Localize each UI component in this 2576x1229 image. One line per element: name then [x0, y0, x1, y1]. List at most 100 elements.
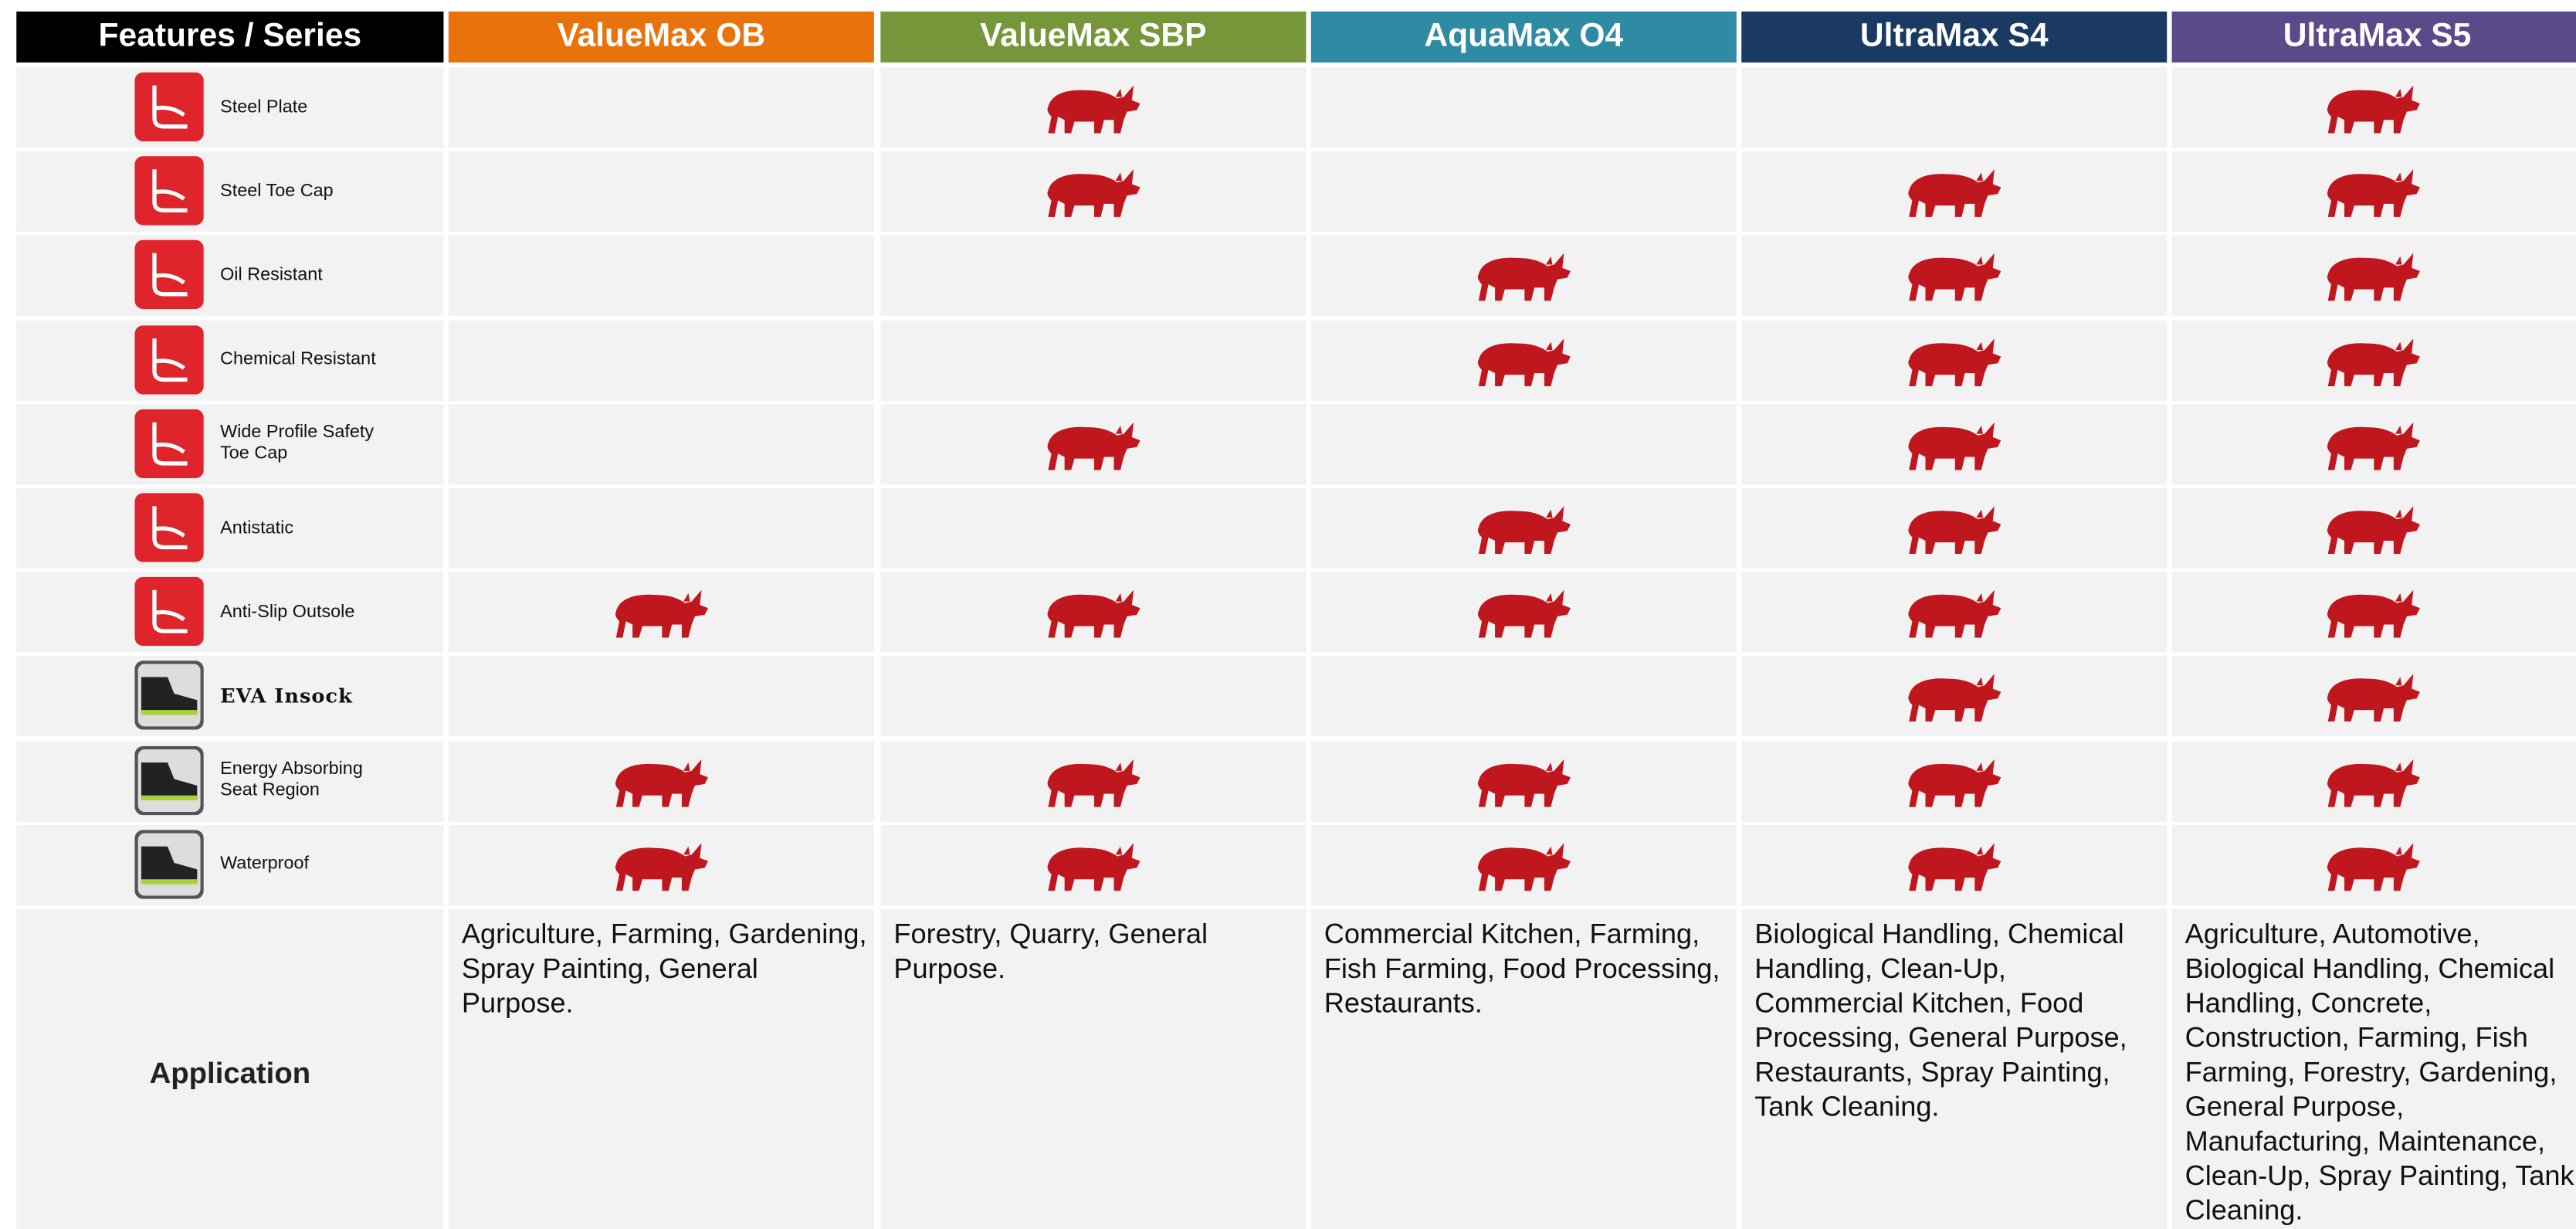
mark-cell — [880, 488, 1306, 569]
application-label: Application — [16, 909, 443, 1229]
feature-icon — [134, 73, 203, 141]
mark-cell — [449, 741, 874, 821]
rhino-mark — [2323, 250, 2425, 303]
application-cell: Agriculture, Farming, Gardening, Spray P… — [449, 909, 874, 1229]
header-cell: Features / Series — [16, 12, 443, 63]
feature-icon — [134, 493, 203, 562]
mark-cell — [1311, 657, 1737, 737]
mark-cell — [2172, 236, 2576, 316]
rhino-mark — [2323, 419, 2425, 471]
mark-cell — [1741, 151, 2167, 232]
mark-cell — [2172, 151, 2576, 232]
feature-icon — [134, 830, 203, 898]
mark-cell — [449, 404, 874, 484]
mark-cell — [880, 825, 1306, 905]
mark-cell — [2172, 67, 2576, 148]
application-text: Agriculture, Automotive, Biological Hand… — [2185, 917, 2576, 1227]
rhino-mark — [1903, 419, 2005, 471]
mark-cell — [449, 67, 874, 148]
mark-cell — [1741, 67, 2167, 148]
rhino-mark — [1903, 166, 2005, 219]
application-text: Commercial Kitchen, Farming, Fish Farmin… — [1324, 917, 1730, 1020]
feature-icon — [134, 577, 203, 646]
mark-cell — [1741, 825, 2167, 905]
application-cell: Biological Handling, Chemical Handling, … — [1741, 909, 2167, 1229]
feature-label: Energy Absorbing Seat Region — [220, 759, 401, 802]
rhino-mark — [1903, 840, 2005, 892]
rhino-mark — [1473, 250, 1574, 303]
rhino-mark — [1042, 419, 1144, 471]
feature-label: Steel Toe Cap — [220, 181, 401, 202]
feature-cell: Steel Plate — [16, 67, 443, 148]
mark-cell — [449, 488, 874, 569]
feature-icon — [134, 409, 203, 477]
mark-cell — [880, 236, 1306, 316]
rhino-mark — [1473, 755, 1574, 808]
feature-label: EVA Insock — [220, 686, 401, 708]
mark-cell — [1311, 825, 1737, 905]
rhino-mark — [610, 840, 712, 892]
rhino-mark — [2323, 587, 2425, 640]
mark-cell — [880, 572, 1306, 653]
comparison-table: Features / SeriesValueMax OBValueMax SBP… — [0, 0, 2576, 1229]
rhino-mark — [610, 587, 712, 640]
mark-cell — [2172, 320, 2576, 400]
rhino-mark — [1473, 840, 1574, 892]
mark-cell — [449, 657, 874, 737]
feature-cell: Steel Toe Cap — [16, 151, 443, 232]
rhino-mark — [1042, 755, 1144, 808]
mark-cell — [1311, 741, 1737, 821]
mark-cell — [449, 236, 874, 316]
mark-cell — [880, 151, 1306, 232]
header-cell: AquaMax O4 — [1311, 12, 1737, 63]
rhino-mark — [1473, 587, 1574, 640]
rhino-mark — [2323, 334, 2425, 387]
mark-cell — [1741, 657, 2167, 737]
feature-cell: Oil Resistant — [16, 236, 443, 316]
application-cell: Forestry, Quarry, General Purpose. — [880, 909, 1306, 1229]
rhino-mark — [2323, 755, 2425, 808]
feature-label: Steel Plate — [220, 97, 401, 119]
header-cell: ValueMax SBP — [880, 12, 1306, 63]
mark-cell — [1311, 320, 1737, 400]
mark-cell — [1741, 320, 2167, 400]
mark-cell — [2172, 488, 2576, 569]
mark-cell — [880, 741, 1306, 821]
mark-cell — [2172, 572, 2576, 653]
mark-cell — [449, 825, 874, 905]
mark-cell — [1311, 488, 1737, 569]
application-text: Agriculture, Farming, Gardening, Spray P… — [462, 917, 868, 1020]
mark-cell — [1741, 741, 2167, 821]
mark-cell — [880, 657, 1306, 737]
mark-cell — [880, 320, 1306, 400]
rhino-mark — [1903, 250, 2005, 303]
mark-cell — [1741, 236, 2167, 316]
feature-icon — [134, 324, 203, 393]
feature-cell: EVA Insock — [16, 657, 443, 737]
feature-icon — [134, 745, 203, 814]
feature-cell: Energy Absorbing Seat Region — [16, 741, 443, 821]
mark-cell — [2172, 825, 2576, 905]
feature-label: Chemical Resistant — [220, 349, 401, 371]
feature-icon — [134, 157, 203, 226]
feature-label: Wide Profile Safety Toe Cap — [220, 423, 401, 465]
rhino-mark — [2323, 503, 2425, 555]
feature-label: Oil Resistant — [220, 265, 401, 287]
header-cell: UltraMax S4 — [1741, 12, 2167, 63]
rhino-mark — [1473, 334, 1574, 387]
mark-cell — [1311, 67, 1737, 148]
rhino-mark — [1042, 840, 1144, 892]
mark-cell — [2172, 404, 2576, 484]
feature-cell: Antistatic — [16, 488, 443, 569]
application-text: Forestry, Quarry, General Purpose. — [893, 917, 1300, 986]
mark-cell — [449, 320, 874, 400]
rhino-mark — [1473, 503, 1574, 555]
mark-cell — [1311, 404, 1737, 484]
rhino-mark — [2323, 671, 2425, 724]
mark-cell — [2172, 657, 2576, 737]
rhino-mark — [1903, 503, 2005, 555]
header-cell: ValueMax OB — [449, 12, 874, 63]
rhino-mark — [1903, 334, 2005, 387]
feature-cell: Chemical Resistant — [16, 320, 443, 400]
mark-cell — [449, 572, 874, 653]
